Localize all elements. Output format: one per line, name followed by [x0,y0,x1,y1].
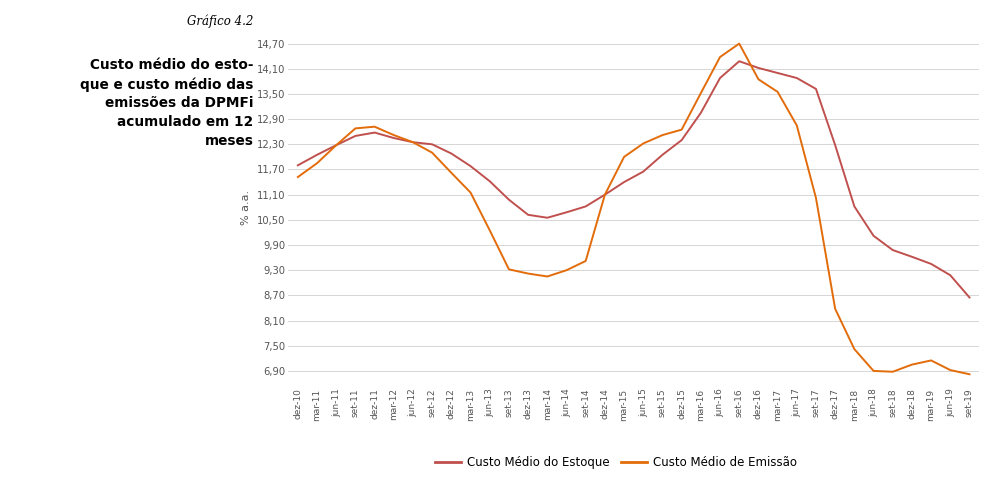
Text: Gráfico 4.2: Gráfico 4.2 [187,14,253,28]
Legend: Custo Médio do Estoque, Custo Médio de Emissão: Custo Médio do Estoque, Custo Médio de E… [430,451,802,474]
Text: Custo médio do esto-
que e custo médio das
emissões da DPMFi
acumulado em 12
mes: Custo médio do esto- que e custo médio d… [81,58,253,148]
Y-axis label: % a.a.: % a.a. [242,190,251,225]
